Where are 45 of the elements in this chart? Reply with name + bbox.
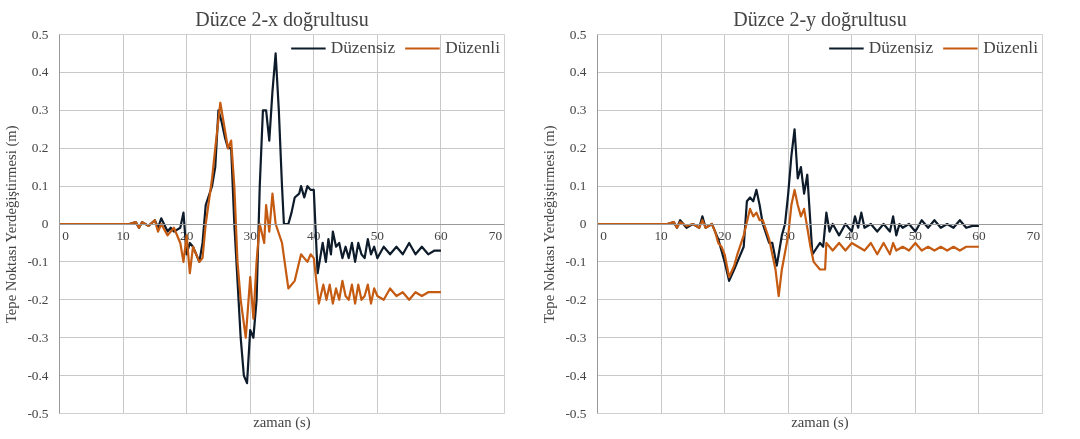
x-tick-label: 50: [908, 228, 923, 243]
y-tick-label: 0.1: [569, 178, 587, 194]
y-tick-label: 0.2: [569, 140, 587, 156]
x-tick-label: 0: [600, 228, 608, 243]
y-tick-label: 0.4: [31, 64, 49, 80]
x-tick-label: 10: [654, 228, 669, 243]
y-tick-label: -0.4: [565, 367, 587, 383]
x-axis-title: zaman (s): [253, 413, 311, 431]
y-tick-label: 0.4: [569, 64, 587, 80]
y-tick-label: -0.2: [27, 291, 49, 307]
y-tick-label: -0.4: [27, 367, 49, 383]
y-tick-label: -0.2: [565, 291, 587, 307]
x-tick-label: 70: [488, 228, 503, 243]
y-tick-label: 0: [41, 216, 49, 231]
y-tick-label: -0.1: [27, 253, 49, 269]
x-tick-label: 60: [972, 228, 986, 243]
y-tick-label: 0.5: [569, 26, 587, 42]
x-tick-label: 0: [62, 228, 70, 243]
chart-title: Düzce 2-x doğrultusu: [195, 7, 369, 31]
x-tick-label: 10: [116, 228, 131, 243]
y-tick-label: -0.3: [27, 329, 49, 345]
y-tick-label: -0.5: [565, 405, 587, 421]
x-tick-label: 40: [845, 228, 859, 243]
x-tick-label: 60: [434, 228, 448, 243]
y-tick-label: 0: [579, 216, 587, 231]
y-tick-label: -0.1: [565, 253, 587, 269]
chart-title: Düzce 2-y doğrultusu: [733, 7, 907, 31]
legend-label: Düzenli: [445, 38, 500, 58]
y-axis-title: Tepe Noktası Yerdeğiştirmesi (m): [541, 125, 559, 324]
x-axis-title: zaman (s): [791, 413, 849, 431]
y-tick-label: -0.3: [565, 329, 587, 345]
y-tick-label: 0.5: [31, 26, 49, 42]
legend-label: Düzensiz: [330, 38, 396, 58]
y-tick-label: 0.2: [31, 140, 49, 156]
y-tick-label: 0.3: [31, 102, 49, 118]
y-axis-title: Tepe Noktası Yerdeğiştirmesi (m): [3, 125, 21, 324]
y-tick-label: -0.5: [27, 405, 49, 421]
x-tick-label: 20: [717, 228, 732, 243]
legend-label: Düzensiz: [868, 38, 934, 58]
y-tick-label: 0.3: [569, 102, 587, 118]
x-tick-label: 50: [370, 228, 385, 243]
x-tick-label: 70: [1026, 228, 1041, 243]
legend-label: Düzenli: [983, 38, 1038, 58]
x-tick-label: 30: [243, 228, 258, 243]
y-tick-label: 0.1: [31, 178, 49, 194]
